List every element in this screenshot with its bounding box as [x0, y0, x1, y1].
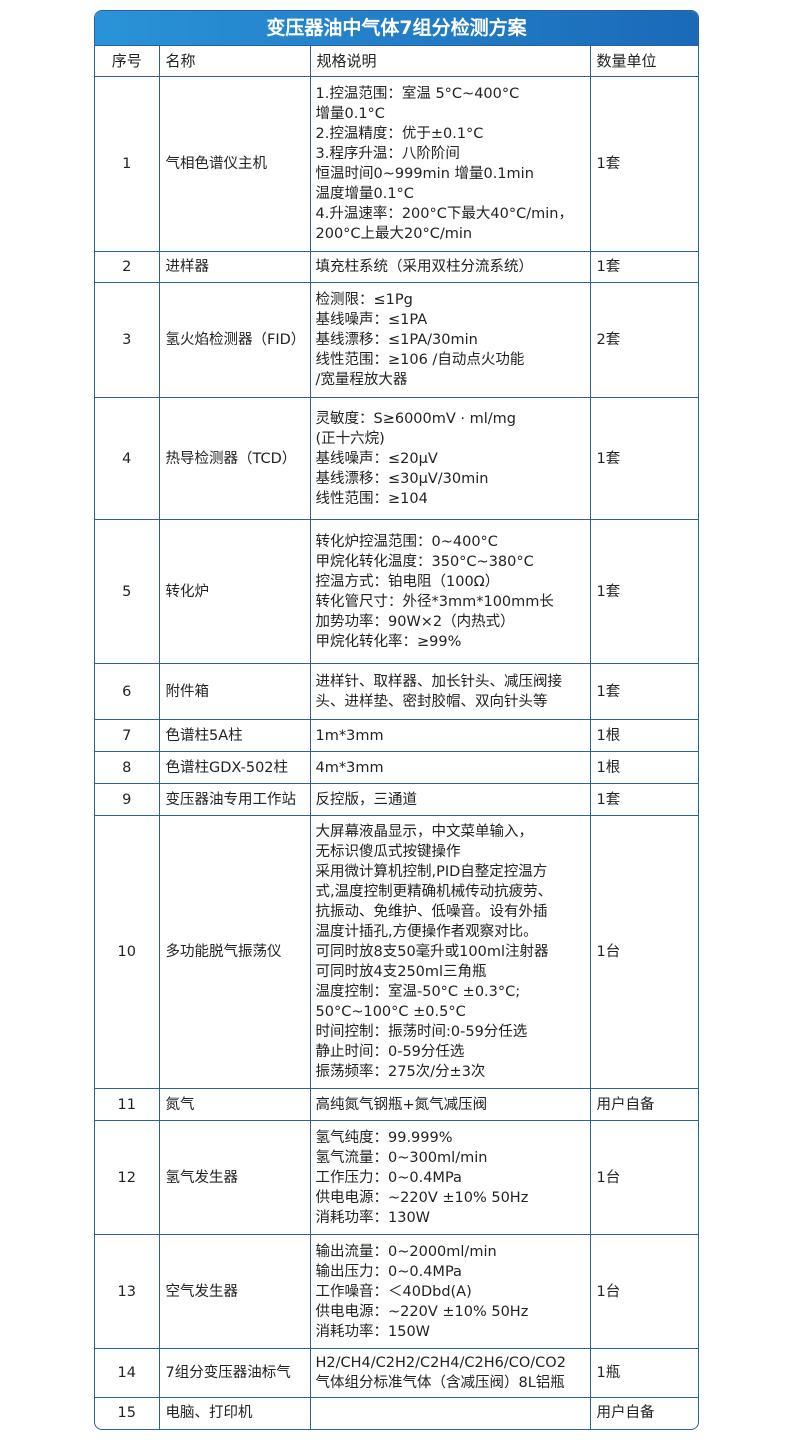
item-name: 色谱柱GDX-502柱 [158, 751, 311, 784]
row-number: 2 [95, 251, 160, 283]
scheme-table: 序号 名称 规格说明 数量单位 1 气相色谱仪主机 1.控温范围：室温 5°C~40… [95, 45, 698, 1429]
table-row: 5 转化炉 转化炉控温范围：0~400°C 甲烷化转化温度：350°C~380°C … [95, 519, 698, 664]
item-spec: 检测限：≤1Pg 基线噪声：≤1PA 基线漂移：≤1PA/30min 线性范围：… [309, 282, 591, 398]
header-name: 名称 [158, 45, 311, 77]
table-row: 10 多功能脱气振荡仪 大屏幕液晶显示，中文菜单输入， 无标识傻瓜式按键操作 采用微… [95, 815, 698, 1089]
table-row: 11 氮气 高纯氮气钢瓶+氮气减压阀 用户自备 [95, 1088, 698, 1121]
row-number: 4 [95, 397, 160, 520]
row-number: 9 [95, 783, 160, 816]
item-name: 电脑、打印机 [158, 1397, 311, 1429]
item-quantity: 用户自备 [589, 1397, 698, 1429]
table-row: 15 电脑、打印机 用户自备 [95, 1397, 698, 1429]
item-name: 色谱柱5A柱 [158, 719, 311, 752]
row-number: 10 [95, 815, 160, 1089]
row-number: 6 [95, 663, 160, 720]
table-row: 1 气相色谱仪主机 1.控温范围：室温 5°C~400°C 增量0.1°C 2.控温… [95, 76, 698, 252]
item-quantity: 1台 [589, 1120, 698, 1235]
item-spec: 1.控温范围：室温 5°C~400°C 增量0.1°C 2.控温精度：优于±0.… [309, 76, 591, 252]
item-name: 气相色谱仪主机 [158, 76, 311, 252]
table-row: 12 氢气发生器 氢气纯度：99.999% 氢气流量：0~300ml/min 工作压… [95, 1120, 698, 1235]
row-number: 11 [95, 1088, 160, 1121]
row-number: 5 [95, 519, 160, 664]
item-spec: 1m*3mm [309, 719, 591, 752]
table-row: 8 色谱柱GDX-502柱 4m*3mm 1根 [95, 751, 698, 784]
table-row: 13 空气发生器 输出流量：0~2000ml/min 输出压力：0~0.4MPa 工… [95, 1234, 698, 1349]
item-quantity: 1套 [589, 663, 698, 720]
row-number: 12 [95, 1120, 160, 1235]
table-title: 变压器油中气体7组分检测方案 [95, 11, 698, 45]
item-name: 氢气发生器 [158, 1120, 311, 1235]
table-row: 6 附件箱 进样针、取样器、加长针头、减压阀接 头、进样垫、密封胶帽、双向针头等 1套 [95, 663, 698, 720]
item-spec [309, 1397, 591, 1429]
item-name: 变压器油专用工作站 [158, 783, 311, 816]
row-number: 3 [95, 282, 160, 398]
item-quantity: 1套 [589, 397, 698, 520]
table-row: 2 进样器 填充柱系统（采用双柱分流系统） 1套 [95, 251, 698, 283]
item-quantity: 1套 [589, 519, 698, 664]
row-number: 1 [95, 76, 160, 252]
item-quantity: 1套 [589, 251, 698, 283]
row-number: 14 [95, 1348, 160, 1398]
item-name: 氢火焰检测器（FID） [158, 282, 311, 398]
item-name: 进样器 [158, 251, 311, 283]
row-number: 7 [95, 719, 160, 752]
item-quantity: 1套 [589, 783, 698, 816]
item-name: 空气发生器 [158, 1234, 311, 1349]
header-qty: 数量单位 [589, 45, 698, 77]
item-name: 转化炉 [158, 519, 311, 664]
item-spec: 氢气纯度：99.999% 氢气流量：0~300ml/min 工作压力：0~0.4… [309, 1120, 591, 1235]
item-quantity: 1套 [589, 76, 698, 252]
table-row: 7 色谱柱5A柱 1m*3mm 1根 [95, 719, 698, 752]
item-spec: 4m*3mm [309, 751, 591, 784]
item-spec: 进样针、取样器、加长针头、减压阀接 头、进样垫、密封胶帽、双向针头等 [309, 663, 591, 720]
item-spec: 高纯氮气钢瓶+氮气减压阀 [309, 1088, 591, 1121]
item-quantity: 用户自备 [589, 1088, 698, 1121]
item-quantity: 1根 [589, 751, 698, 784]
table-row: 3 氢火焰检测器（FID） 检测限：≤1Pg 基线噪声：≤1PA 基线漂移：≤1PA… [95, 282, 698, 398]
row-number: 15 [95, 1397, 160, 1429]
item-name: 热导检测器（TCD） [158, 397, 311, 520]
row-number: 13 [95, 1234, 160, 1349]
item-spec: 大屏幕液晶显示，中文菜单输入， 无标识傻瓜式按键操作 采用微计算机控制,PID自… [309, 815, 591, 1089]
header-no: 序号 [95, 45, 160, 77]
item-spec: 输出流量：0~2000ml/min 输出压力：0~0.4MPa 工作噪音：＜40… [309, 1234, 591, 1349]
item-quantity: 1瓶 [589, 1348, 698, 1398]
scheme-table-card: 变压器油中气体7组分检测方案 序号 名称 规格说明 数量单位 1 气相色谱仪主机 1… [94, 10, 699, 1430]
item-quantity: 1台 [589, 1234, 698, 1349]
item-name: 附件箱 [158, 663, 311, 720]
header-spec: 规格说明 [309, 45, 591, 77]
item-spec: 填充柱系统（采用双柱分流系统） [309, 251, 591, 283]
item-name: 氮气 [158, 1088, 311, 1121]
item-quantity: 1根 [589, 719, 698, 752]
item-spec: 转化炉控温范围：0~400°C 甲烷化转化温度：350°C~380°C 控温方式… [309, 519, 591, 664]
item-spec: H2/CH4/C2H2/C2H4/C2H6/CO/CO2 气体组分标准气体（含减… [309, 1348, 591, 1398]
table-row: 9 变压器油专用工作站 反控版，三通道 1套 [95, 783, 698, 816]
item-spec: 反控版，三通道 [309, 783, 591, 816]
item-name: 多功能脱气振荡仪 [158, 815, 311, 1089]
item-quantity: 1台 [589, 815, 698, 1089]
item-name: 7组分变压器油标气 [158, 1348, 311, 1398]
item-quantity: 2套 [589, 282, 698, 398]
table-row: 14 7组分变压器油标气 H2/CH4/C2H2/C2H4/C2H6/CO/CO2 … [95, 1348, 698, 1398]
item-spec: 灵敏度：S≥6000mV · ml/mg (正十六烷) 基线噪声：≤20μV 基… [309, 397, 591, 520]
row-number: 8 [95, 751, 160, 784]
header-row: 序号 名称 规格说明 数量单位 [95, 45, 698, 77]
table-row: 4 热导检测器（TCD） 灵敏度：S≥6000mV · ml/mg (正十六烷) 基… [95, 397, 698, 520]
